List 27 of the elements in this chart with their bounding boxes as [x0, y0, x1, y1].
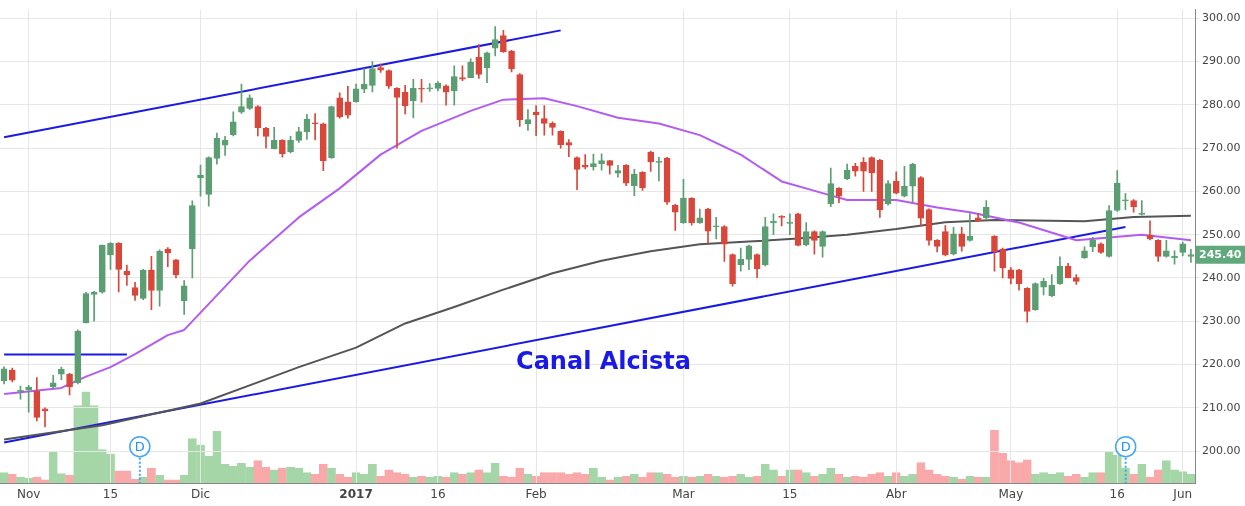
y-tick-label: 220.00	[1202, 357, 1241, 371]
annotation: D	[1120, 439, 1131, 454]
y-tick-label: 250.00	[1202, 227, 1241, 241]
y-tick-label: 300.00	[1202, 11, 1241, 25]
text: 245.40	[1199, 247, 1242, 261]
x-tick-label: Nov	[16, 486, 41, 501]
x-tick-label: Dic	[190, 486, 211, 501]
y-tick-label: 240.00	[1202, 270, 1241, 284]
y-tick-label: 230.00	[1202, 314, 1241, 328]
y-tick-label: 270.00	[1202, 140, 1241, 154]
x-tick-label: May	[998, 486, 1024, 501]
x-tick-label: Mar	[672, 486, 695, 501]
x-tick-label: Feb	[525, 486, 547, 501]
x-tick-label: 15	[782, 486, 798, 501]
annotation: D	[134, 439, 145, 454]
x-tick-label: Abr	[885, 486, 907, 501]
x-tick-label: 16	[1109, 486, 1125, 501]
annotation: Canal Alcista	[516, 346, 691, 375]
y-tick-label: 210.00	[1202, 400, 1241, 414]
y-tick-label: 260.00	[1202, 184, 1241, 198]
x-tick-label: 2017	[339, 486, 373, 501]
x-tick-label: 15	[102, 486, 119, 501]
y-tick-label: 200.00	[1202, 443, 1241, 457]
y-tick-label: 280.00	[1202, 97, 1241, 111]
x-tick-label: 16	[430, 486, 446, 501]
y-tick-label: 290.00	[1202, 54, 1241, 68]
x-tick-label: Jun	[1172, 486, 1193, 501]
